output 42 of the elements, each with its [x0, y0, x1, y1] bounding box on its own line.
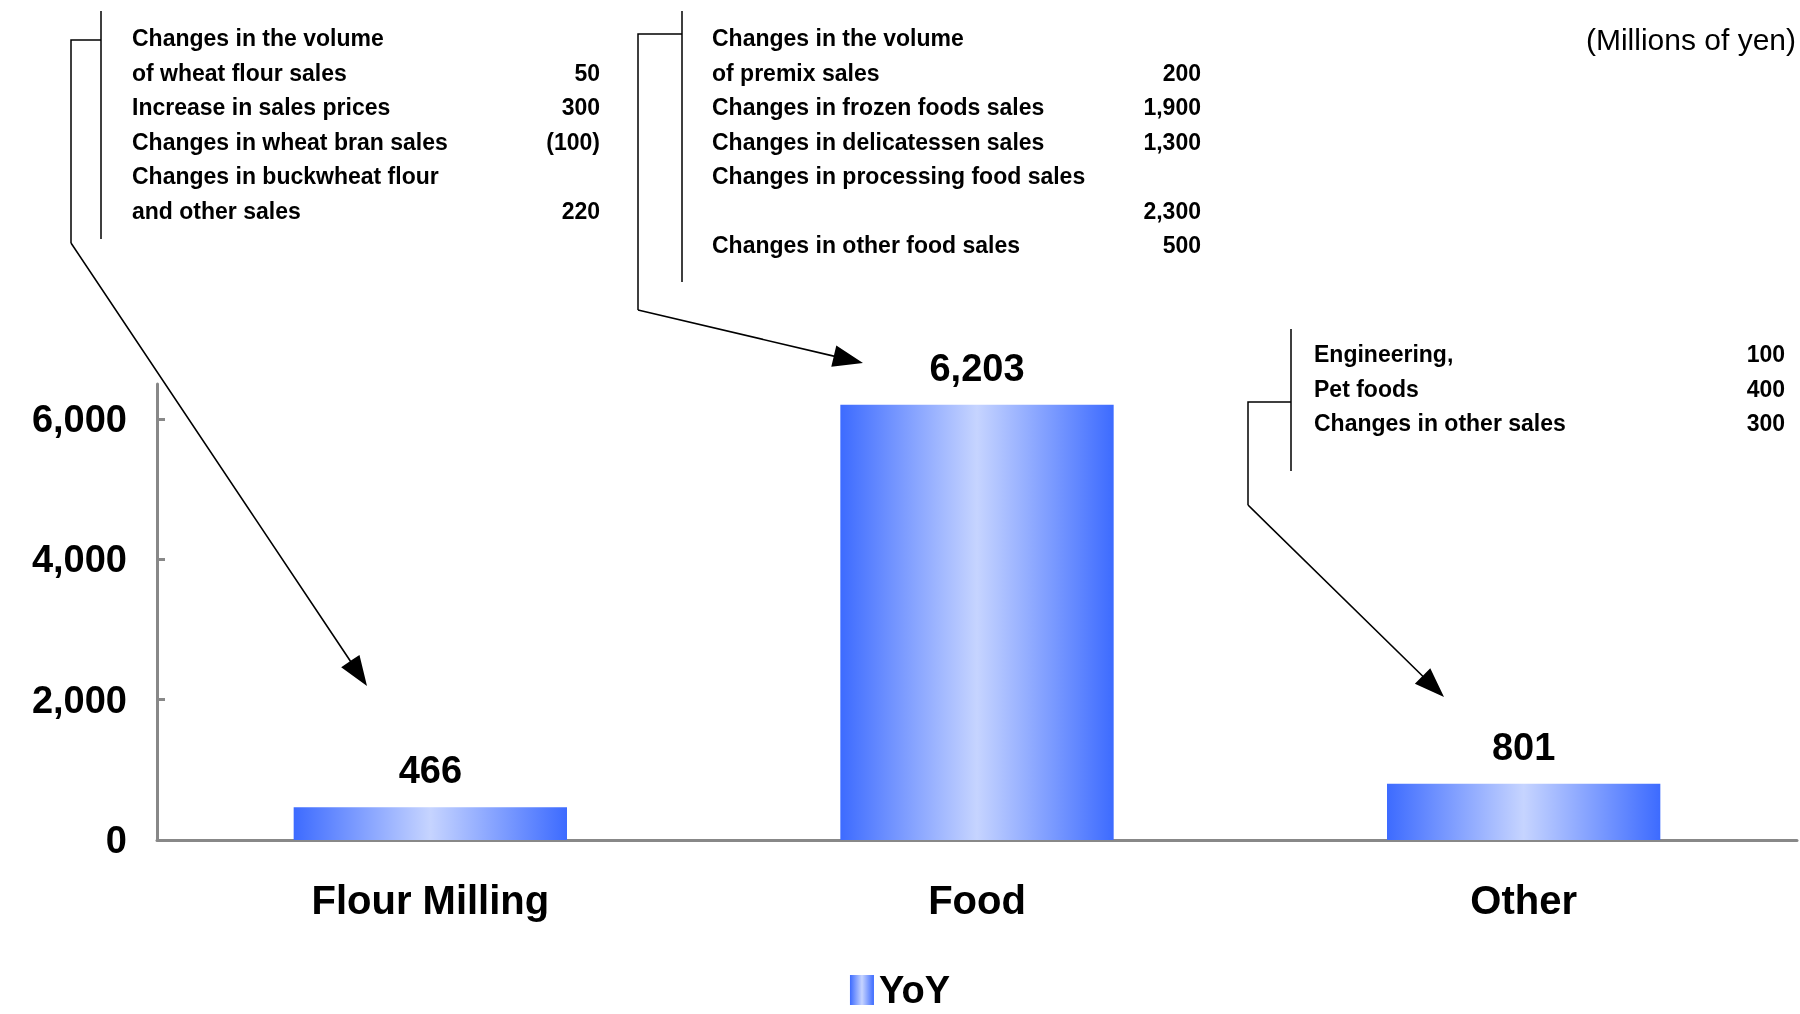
- bar: [840, 404, 1114, 840]
- text: of premix sales: [712, 59, 880, 86]
- y-tick-label: 2,000: [31, 678, 127, 721]
- text: 220: [561, 197, 600, 224]
- annotation: Changes in other sales: [1314, 410, 1566, 436]
- text: (Millions of yen): [1585, 22, 1796, 56]
- text: 50: [574, 59, 600, 86]
- y-tick-label: 4,000: [31, 538, 127, 581]
- text: 1,900: [1143, 94, 1201, 120]
- bar: [1387, 783, 1661, 840]
- text: Increase in sales prices: [132, 94, 391, 120]
- data-label: 801: [1491, 725, 1556, 768]
- text: 100: [1746, 341, 1785, 367]
- y-tick-label: 0: [105, 819, 127, 861]
- text: Changes in buckwheat flour: [132, 163, 439, 189]
- annotation: 400: [1746, 375, 1785, 402]
- annotation: 300: [1746, 410, 1785, 436]
- legend-label: YoY: [878, 969, 951, 1011]
- bar: [293, 807, 567, 840]
- text: Changes in the volume: [712, 25, 964, 51]
- text: Changes in frozen foods sales: [712, 94, 1045, 120]
- data-label: 6,203: [929, 346, 1025, 389]
- text: Engineering,: [1314, 341, 1454, 367]
- text: Changes in wheat bran sales: [132, 128, 448, 155]
- text: 1,300: [1143, 128, 1201, 155]
- text: 300: [561, 94, 600, 120]
- text: Changes in other food sales: [712, 232, 1020, 258]
- text: Changes in the volume: [132, 25, 384, 51]
- text: Changes in processing food sales: [712, 163, 1086, 189]
- text: 2,300: [1143, 197, 1201, 224]
- y-tick-label: 6,000: [31, 398, 127, 441]
- text: 200: [1162, 59, 1201, 86]
- data-label: 466: [398, 749, 463, 792]
- x-tick-label: Other: [1470, 878, 1578, 922]
- text: and other sales: [132, 197, 301, 224]
- text: 500: [1162, 232, 1201, 258]
- annotation: Pet foods: [1314, 375, 1419, 402]
- text: of wheat flour sales: [132, 59, 347, 86]
- text: (100): [546, 128, 600, 155]
- text: Changes in delicatessen sales: [712, 128, 1045, 155]
- x-tick-label: Food: [928, 878, 1026, 922]
- x-tick-label: Flour Milling: [311, 878, 550, 922]
